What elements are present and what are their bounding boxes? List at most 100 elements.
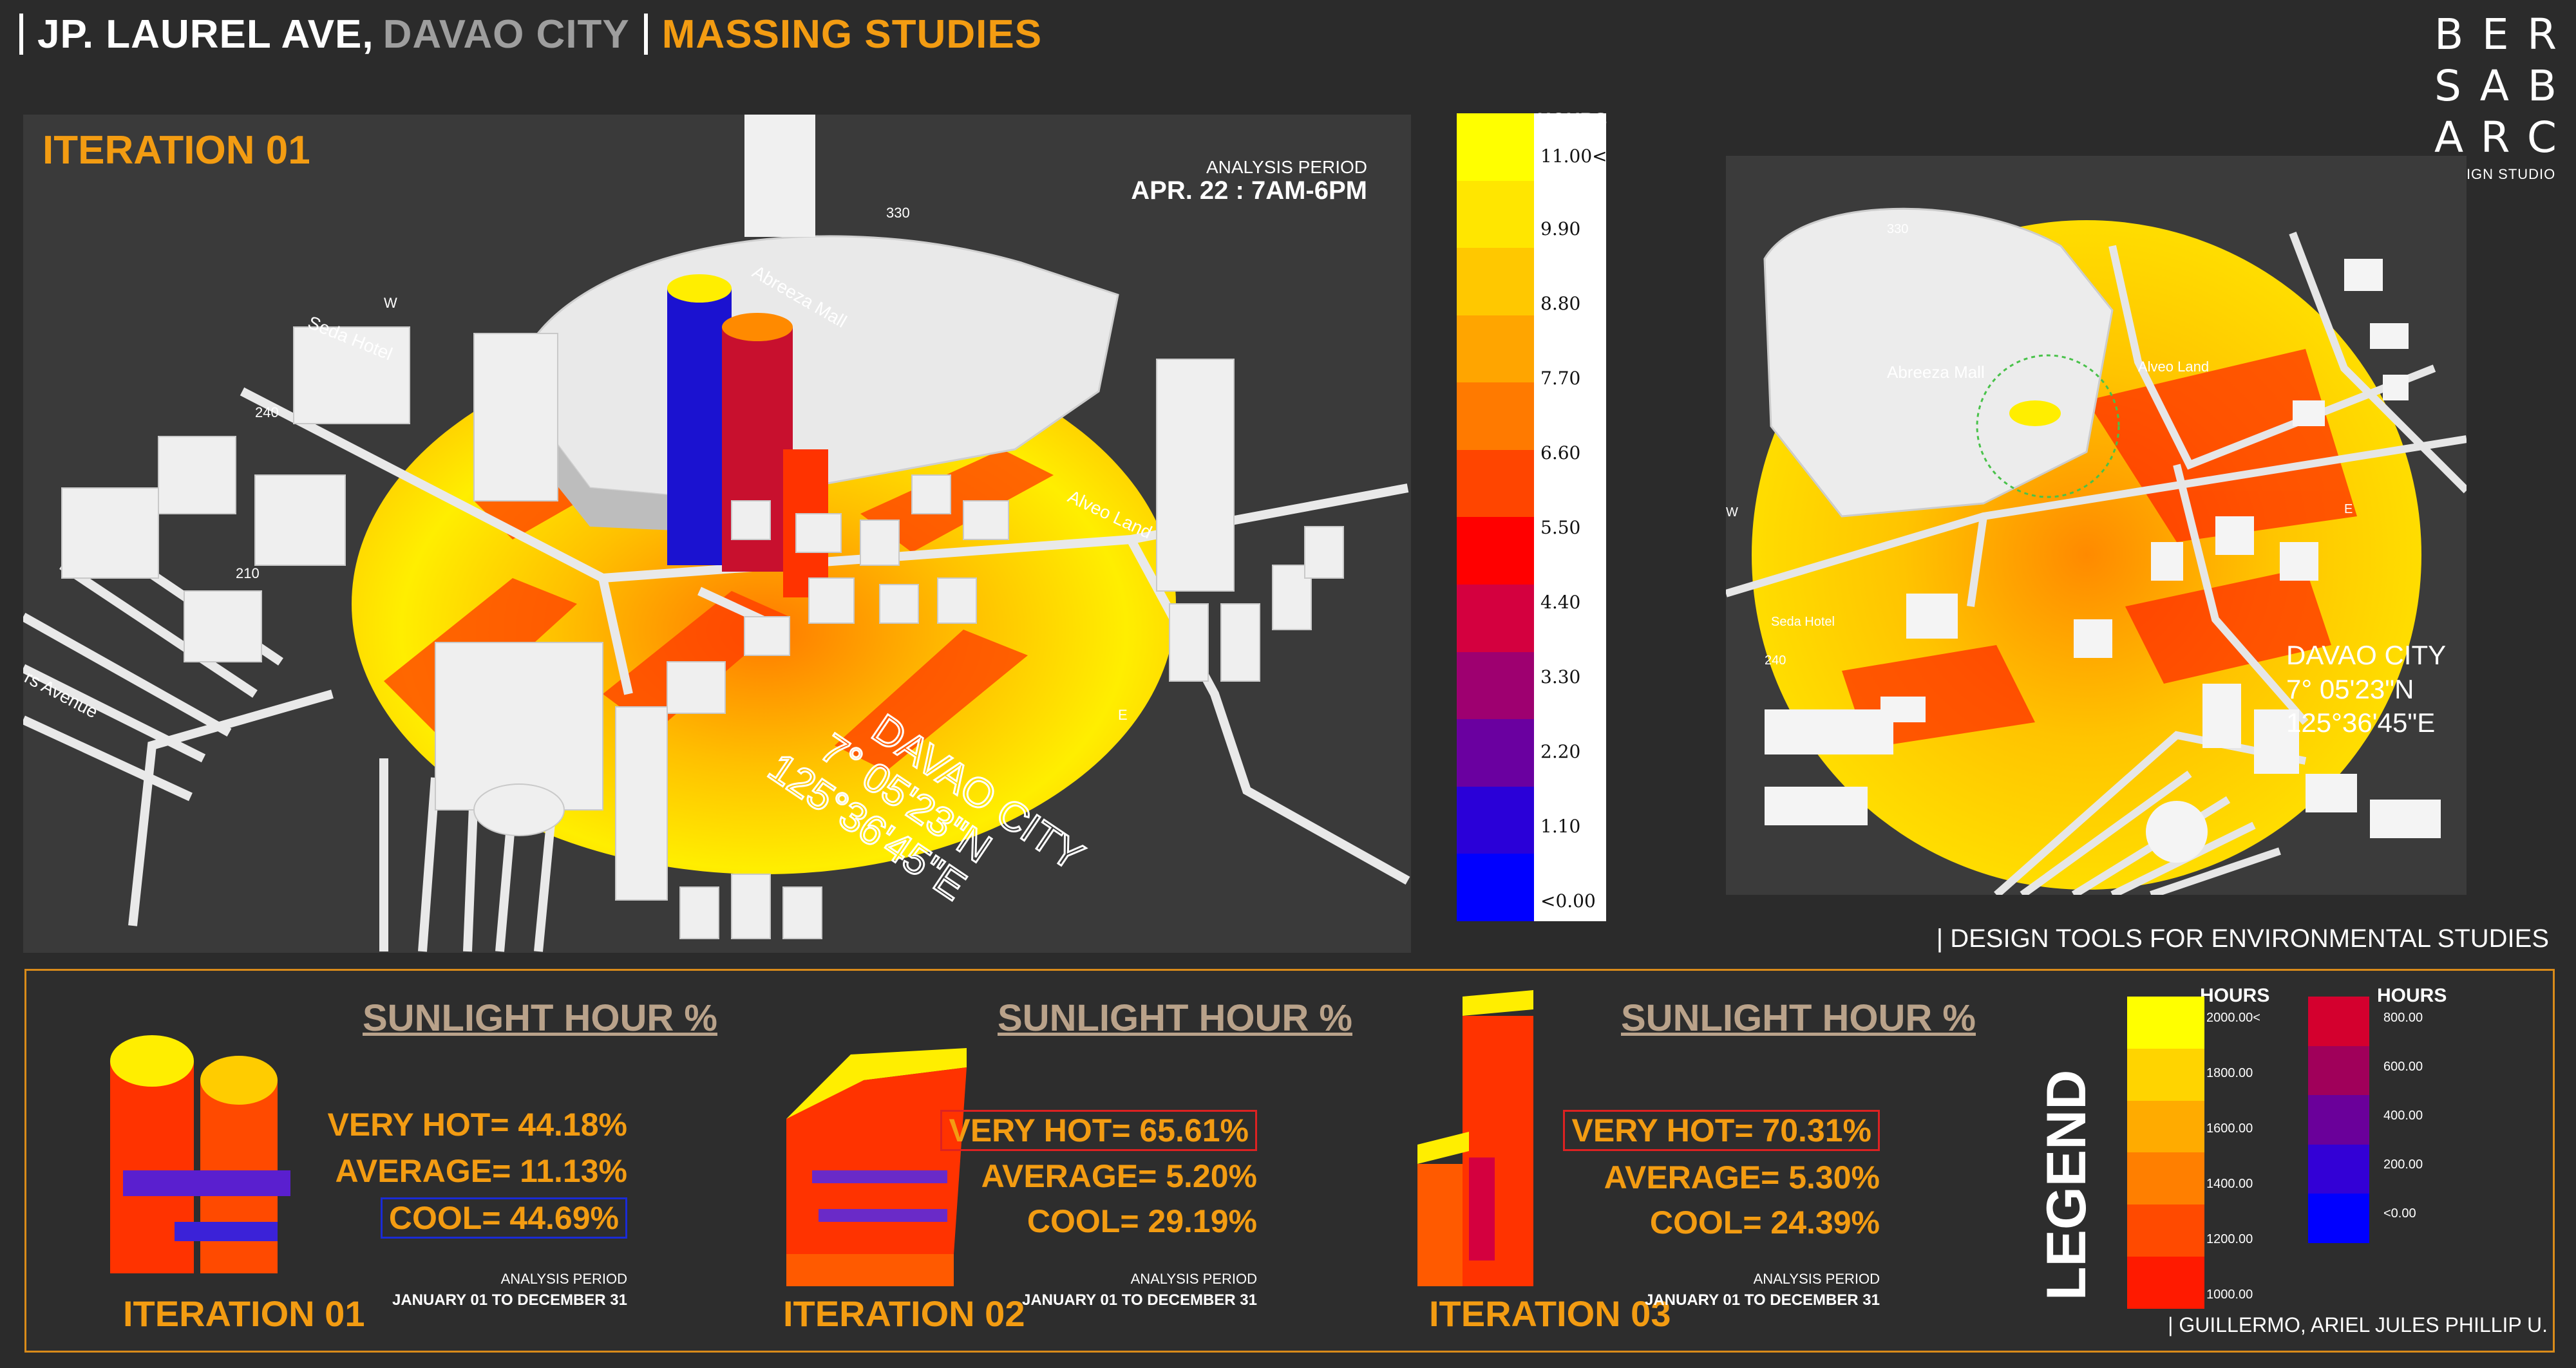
logo-row: B E R [2434,9,2557,61]
analysis-label: ANALYSIS PERIOD [1753,1271,1880,1287]
legend-tick: 800.00 [2383,1011,2423,1025]
color-band [1457,315,1534,383]
color-band [1457,180,1534,248]
header-divider [19,14,23,55]
logo-letter: S [2434,61,2461,111]
iteration-02-massing [786,1048,967,1286]
sunlight-heading: SUNLIGHT HOUR % [998,997,1352,1039]
legend-tick: 1400.00 [2206,1177,2253,1191]
scale-tick: 5.50 [1540,517,1581,538]
label-street: rs Avenue [23,667,101,722]
stat-average: AVERAGE= 5.30% [1604,1159,1880,1195]
logo-letter: B [2434,10,2464,59]
legend-tick: 1200.00 [2206,1232,2253,1246]
color-band [2308,1045,2369,1096]
sunlight-heading: SUNLIGHT HOUR % [363,997,717,1039]
scale-tick: 6.60 [1540,442,1581,464]
stat-average: AVERAGE= 5.20% [981,1158,1257,1194]
iterations-summary-panel: ITERATION 01 SUNLIGHT HOUR % VERY HOT= 4… [24,969,2555,1353]
plan-site-render: Abreeza Mall Alveo Land Seda Hotel 330 2… [1726,207,2467,895]
color-band [1457,449,1534,518]
author-credit: | GUILLERMO, ARIEL JULES PHILLIP U. [2168,1313,2548,1336]
plan-site-marker [1976,354,2120,498]
tower-block [744,115,815,237]
plan-label-bearing: 330 [1887,222,1908,236]
color-band [2308,1144,2369,1194]
legend-tick: 1600.00 [2206,1121,2253,1136]
color-band [2308,1194,2369,1243]
legend-tick: 200.00 [2383,1157,2423,1172]
plan-labels: Abreeza Mall Alveo Land Seda Hotel 330 2… [1726,222,2353,668]
scale-title: HOURS [1537,109,1607,131]
scale-tick: 7.70 [1540,368,1581,389]
logo-letter: C [2526,113,2557,162]
stat-very-hot: VERY HOT= 70.31% [1563,1110,1880,1151]
color-band [1457,585,1534,652]
iteration-03-massing [1417,990,1533,1286]
scale-tick: 2.20 [1540,741,1581,762]
iteration-label: ITERATION 02 [783,1293,1025,1334]
label-compass: E [1118,707,1128,723]
legend-hot-title: HOURS [2200,985,2270,1006]
header-street: JP. LAUREL AVE, [37,12,374,57]
scale-bands [1457,113,1534,921]
analysis-label: ANALYSIS PERIOD [1206,157,1367,177]
plan-label-bearing: 240 [1765,653,1786,668]
scale-tick: <0.00 [1540,890,1596,912]
color-band [2308,997,2369,1046]
context-buildings [61,326,1344,939]
color-band [2127,1257,2204,1309]
color-band [1457,786,1534,854]
plan-location-lat: 7° 05'23"N [2286,674,2414,704]
header-divider [643,14,648,55]
stat-cool: COOL= 29.19% [1027,1203,1257,1239]
header-city: DAVAO CITY [383,12,630,57]
stat-cool: COOL= 44.69% [380,1197,627,1239]
label-bearing: 240 [255,404,279,420]
color-band [1457,113,1534,181]
color-band [2127,1048,2204,1101]
perspective-view-panel: Abreeza Mall Seda Hotel Alveo Land 330 2… [23,115,1411,953]
plan-label-compass: W [1726,505,1738,520]
hours-color-scale: 11.00< 9.90 8.80 7.70 6.60 5.50 4.40 3.3… [1457,113,1607,921]
legend-tick: 1800.00 [2206,1066,2253,1080]
legend-cool-scale [2308,997,2369,1243]
plan-view-panel: Abreeza Mall Alveo Land Seda Hotel 330 2… [1726,156,2467,895]
header-topic: MASSING STUDIES [661,12,1043,57]
label-bearing: 330 [886,205,910,221]
logo-letter: E [2481,10,2509,59]
color-band [1457,382,1534,450]
iteration-label: ITERATION 03 [1429,1293,1671,1334]
page-header: JP. LAUREL AVE, DAVAO CITY MASSING STUDI… [19,5,1042,63]
color-band [2127,1152,2204,1205]
plan-label-alveo: Alveo Land [2138,359,2209,375]
scale-tick: 3.30 [1540,666,1581,688]
color-band [2127,1204,2204,1257]
mall-massing [511,235,1119,502]
legend-tick: 2000.00< [2206,1011,2260,1025]
plan-location: DAVAO CITY 7° 05'23"N 125°36'45"E [2286,640,2446,738]
color-band [1457,719,1534,787]
iteration-label: ITERATION 01 [123,1293,365,1334]
legend-tick: 1000.00 [2206,1288,2253,1302]
studio-logo: B E R S A B A R C DESIGN STUDIO [2434,9,2557,183]
iteration-title: ITERATION 01 [43,128,310,173]
color-band [2127,1100,2204,1153]
iteration-01-massing [110,1035,290,1273]
analysis-label: ANALYSIS PERIOD [1130,1271,1257,1287]
logo-row: A R C [2434,112,2557,164]
plan-location-city: DAVAO CITY [2286,640,2446,670]
legend-tick: 400.00 [2383,1109,2423,1123]
color-band [1457,651,1534,720]
logo-letter: A [2479,61,2509,111]
plan-label-hotel: Seda Hotel [1771,615,1835,629]
perspective-site-render: Abreeza Mall Seda Hotel Alveo Land 330 2… [23,115,1410,952]
stat-average: AVERAGE= 11.13% [335,1153,627,1189]
analysis-period: APR. 22 : 7AM-6PM [1131,176,1367,205]
plan-label-mall: Abreeza Mall [1887,362,1985,382]
stat-very-hot: VERY HOT= 65.61% [940,1110,1257,1151]
stat-very-hot: VERY HOT= 44.18% [327,1107,627,1143]
legend-cool-title: HOURS [2377,985,2447,1006]
plan-label-compass: E [2344,502,2353,516]
logo-letter: R [2480,113,2510,162]
